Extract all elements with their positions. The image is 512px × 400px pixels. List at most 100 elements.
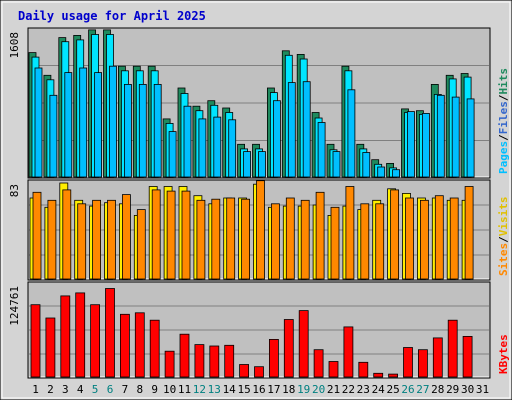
- kbytes-bar-day-7: [120, 313, 130, 378]
- visits-bar-day-26: [405, 197, 414, 280]
- panel-hits-files-pages: [27, 27, 491, 179]
- pages-bar-day-9: [153, 84, 162, 178]
- kbytes-bar-day-2: [45, 317, 56, 378]
- pages-bar-day-30: [466, 98, 475, 178]
- day-label-13: 13: [208, 383, 221, 396]
- legend-pages: Pages: [497, 141, 510, 174]
- visits-bar-day-24: [375, 203, 385, 280]
- day-label-10: 10: [163, 383, 176, 396]
- pages-bar-day-12: [198, 118, 207, 178]
- pages-bar-day-11: [183, 105, 192, 178]
- visits-bar-day-21: [330, 206, 340, 280]
- day-label-18: 18: [282, 383, 295, 396]
- pages-bar-day-5: [94, 72, 102, 178]
- kbytes-bar-day-9: [149, 319, 160, 378]
- day-label-21: 21: [327, 383, 340, 396]
- day-label-11: 11: [178, 383, 191, 396]
- visits-bar-day-28: [434, 195, 444, 280]
- kbytes-bar-day-1: [30, 304, 41, 378]
- kbytes-bar-day-6: [105, 288, 115, 378]
- visits-bar-day-20: [315, 191, 325, 280]
- pages-bar-day-15: [243, 151, 252, 178]
- kbytes-bar-day-14: [224, 344, 235, 378]
- legend-hits-files-pages: Pages/Files/Hits: [497, 68, 510, 174]
- kbytes-bar-day-8: [134, 312, 145, 378]
- legend-files: Files: [497, 101, 510, 134]
- kbytes-bar-day-12: [194, 344, 205, 378]
- visits-bar-day-12: [196, 199, 206, 280]
- visits-bar-day-23: [360, 203, 370, 280]
- kbytes-bar-day-30: [462, 335, 473, 378]
- legend-text-sites-visits: Sites/Visits: [497, 197, 510, 277]
- visits-bar-day-1: [32, 191, 42, 280]
- pages-bar-day-1: [34, 67, 43, 178]
- legend-visits-sites: Sites/Visits: [497, 197, 510, 277]
- y-max-label-hits: 1608: [8, 32, 21, 59]
- kbytes-bar-day-17: [268, 338, 279, 378]
- kbytes-bar-day-27: [417, 349, 428, 378]
- visits-bar-day-17: [270, 203, 280, 280]
- kbytes-bar-day-16: [254, 366, 264, 378]
- chart-title: Daily usage for April 2025: [18, 9, 206, 23]
- day-label-19: 19: [297, 383, 310, 396]
- visits-bar-day-18: [285, 197, 295, 280]
- day-label-12: 12: [193, 383, 206, 396]
- day-label-24: 24: [372, 383, 386, 396]
- pages-bar-day-22: [347, 89, 356, 178]
- visits-bar-day-2: [47, 199, 57, 280]
- day-label-29: 29: [446, 383, 459, 396]
- day-label-8: 8: [136, 383, 143, 396]
- kbytes-bar-day-3: [60, 295, 71, 378]
- visits-bar-day-8: [136, 209, 146, 280]
- pages-bar-day-21: [332, 151, 341, 178]
- day-label-26: 26: [401, 383, 414, 396]
- day-label-2: 2: [47, 383, 54, 396]
- pages-bar-day-7: [124, 84, 132, 178]
- day-label-28: 28: [431, 383, 444, 396]
- visits-bar-day-5: [92, 199, 101, 280]
- pages-bar-day-16: [258, 151, 266, 178]
- day-label-7: 7: [122, 383, 129, 396]
- pages-bar-day-17: [272, 100, 281, 178]
- pages-bar-day-26: [407, 111, 415, 178]
- day-label-17: 17: [267, 383, 280, 396]
- kbytes-bar-day-11: [179, 333, 190, 378]
- pages-bar-day-28: [436, 94, 445, 178]
- visits-bar-day-4: [77, 203, 87, 280]
- legend-text-pages-files-hits: Pages/Files/Hits: [497, 68, 510, 174]
- legend-sites: Sites: [497, 243, 510, 276]
- kbytes-bar-day-13: [209, 345, 220, 378]
- legend-separator: /: [497, 236, 510, 243]
- pages-bar-day-20: [317, 122, 326, 178]
- legend-hits: Hits: [497, 68, 510, 95]
- pages-bar-day-24: [377, 166, 386, 178]
- legend-visits: Visits: [497, 197, 510, 237]
- kbytes-bar-day-22: [343, 326, 354, 378]
- pages-bar-day-29: [451, 96, 460, 178]
- kbytes-bar-day-20: [313, 349, 324, 378]
- legend-kbytes-text: KBytes: [497, 334, 510, 374]
- kbytes-bar-day-23: [358, 361, 369, 378]
- pages-bar-day-6: [109, 65, 117, 178]
- panel-kbytes: [27, 281, 491, 379]
- pages-bar-day-14: [228, 119, 237, 178]
- day-label-3: 3: [62, 383, 69, 396]
- visits-bar-day-11: [181, 190, 191, 280]
- day-label-25: 25: [386, 383, 399, 396]
- kbytes-bar-day-5: [90, 304, 100, 378]
- visits-bar-day-13: [211, 198, 221, 280]
- kbytes-bar-day-15: [239, 364, 250, 378]
- day-label-20: 20: [312, 383, 325, 396]
- pages-bar-day-19: [302, 81, 311, 178]
- y-max-label-kbytes: 124761: [8, 286, 21, 326]
- kbytes-bar-day-4: [75, 292, 86, 378]
- visits-bar-day-16: [256, 180, 265, 280]
- visits-bar-day-10: [166, 190, 176, 280]
- visits-bar-day-22: [345, 186, 355, 280]
- legend-separator: /: [497, 94, 510, 101]
- day-label-1: 1: [32, 383, 39, 396]
- pages-bar-day-13: [213, 116, 222, 178]
- kbytes-bar-day-19: [298, 310, 309, 378]
